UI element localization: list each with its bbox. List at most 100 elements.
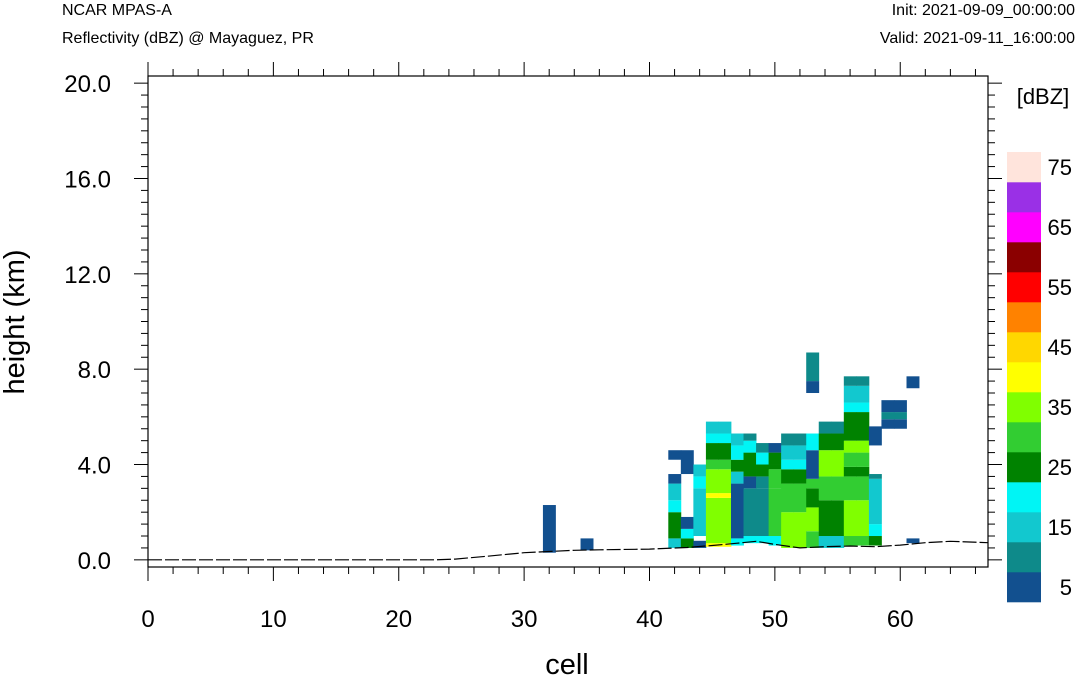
reflectivity-cell — [756, 536, 769, 544]
colorbar-swatch — [1007, 542, 1041, 573]
reflectivity-cell — [730, 459, 744, 472]
colorbar-swatch — [1007, 212, 1041, 243]
reflectivity-cell — [843, 376, 857, 386]
reflectivity-cell — [868, 536, 882, 546]
reflectivity-cell — [730, 471, 744, 484]
reflectivity-cell — [818, 500, 832, 537]
reflectivity-cell — [843, 440, 857, 453]
reflectivity-cell — [868, 474, 882, 479]
reflectivity-cell — [843, 500, 857, 537]
reflectivity-cell — [680, 516, 694, 529]
reflectivity-cell — [668, 512, 682, 539]
reflectivity-cell — [730, 483, 744, 539]
reflectivity-cell — [793, 483, 807, 513]
model-title: NCAR MPAS-A — [62, 2, 172, 19]
colorbar-label: 55 — [1048, 275, 1072, 300]
reflectivity-cell — [668, 483, 682, 501]
colorbar-swatch — [1007, 422, 1041, 453]
reflectivity-cell — [843, 412, 857, 441]
reflectivity-cell — [856, 500, 870, 537]
reflectivity-cell — [781, 469, 795, 484]
colorbar-label: 15 — [1048, 515, 1072, 540]
reflectivity-cell — [793, 459, 807, 470]
x-tick-label: 50 — [762, 606, 789, 633]
x-tick-label: 30 — [511, 606, 538, 633]
reflectivity-cell — [743, 452, 757, 477]
reflectivity-cell — [806, 352, 820, 382]
reflectivity-cell — [856, 536, 870, 546]
reflectivity-cell — [806, 507, 820, 532]
reflectivity-cell — [743, 476, 757, 489]
reflectivity-cell — [730, 445, 744, 460]
x-tick-label: 0 — [141, 606, 154, 633]
reflectivity-cell — [806, 381, 820, 394]
reflectivity-cell — [856, 452, 870, 467]
reflectivity-cell — [756, 452, 769, 465]
colorbar-label: 75 — [1048, 155, 1072, 180]
reflectivity-cell — [843, 452, 857, 467]
y-axis-label: height (km) — [0, 249, 31, 394]
reflectivity-cell — [718, 543, 732, 547]
reflectivity-cell — [818, 536, 832, 548]
y-tick-label: 16.0 — [64, 166, 111, 193]
reflectivity-cell — [781, 433, 795, 446]
reflectivity-cell — [680, 538, 694, 548]
reflectivity-cell — [843, 402, 857, 413]
product-title: Reflectivity (dBZ) @ Mayaguez, PR — [62, 30, 314, 47]
reflectivity-cell — [718, 433, 732, 444]
reflectivity-cell — [818, 450, 832, 477]
reflectivity-cell — [781, 483, 795, 513]
reflectivity-cell — [868, 478, 882, 525]
reflectivity-cell — [668, 500, 682, 513]
reflectivity-cell — [756, 488, 769, 537]
reflectivity-cell — [818, 476, 832, 501]
reflectivity-cell — [718, 469, 732, 494]
y-tick-label: 8.0 — [78, 357, 111, 384]
reflectivity-cell — [680, 450, 694, 475]
init-time: Init: 2021-09-09_00:00:00 — [891, 2, 1075, 19]
reflectivity-cell — [705, 493, 719, 498]
reflectivity-cell — [580, 538, 594, 551]
colorbar-swatch — [1007, 362, 1041, 393]
y-tick-label: 12.0 — [64, 262, 111, 289]
x-tick-labels: 0 10 20 30 40 50 60 — [141, 606, 913, 633]
axis-ticks — [134, 62, 1002, 581]
reflectivity-cell — [768, 452, 782, 465]
reflectivity-cell — [856, 466, 870, 477]
reflectivity-cell — [793, 512, 807, 548]
reflectivity-cell — [693, 540, 707, 548]
reflectivity-cell — [818, 433, 832, 451]
reflectivity-cell — [781, 459, 795, 470]
reflectivity-cell — [893, 419, 907, 429]
reflectivity-cell — [868, 524, 882, 537]
reflectivity-cell — [856, 412, 870, 441]
colorbar-label: 45 — [1048, 335, 1072, 360]
x-tick-label: 10 — [260, 606, 287, 633]
reflectivity-cell — [668, 450, 682, 460]
y-tick-labels: 0.0 4.0 8.0 12.0 16.0 20.0 — [64, 71, 111, 575]
reflectivity-cell — [868, 426, 882, 446]
reflectivity-cell — [705, 459, 719, 470]
reflectivity-cell — [743, 440, 757, 453]
reflectivity-cell — [793, 445, 807, 460]
colorbar-swatch — [1007, 482, 1041, 513]
reflectivity-cell — [668, 474, 682, 484]
reflectivity-cell — [781, 445, 795, 460]
reflectivity-cell — [806, 450, 820, 479]
colorbar-swatch — [1007, 242, 1041, 273]
valid-time: Valid: 2021-09-11_16:00:00 — [879, 30, 1075, 47]
reflectivity-cell — [768, 443, 782, 453]
reflectivity-cell — [743, 433, 757, 441]
x-axis-label: cell — [545, 649, 589, 677]
colorbar-label: 65 — [1048, 215, 1072, 240]
x-tick-label: 40 — [636, 606, 663, 633]
reflectivity-cell — [705, 421, 719, 434]
reflectivity-cell — [806, 488, 820, 508]
colorbar-swatch — [1007, 332, 1041, 363]
reflectivity-cell — [843, 385, 857, 403]
reflectivity-cell — [718, 459, 732, 470]
colorbar-label: 5 — [1060, 575, 1072, 600]
reflectivity-cell — [668, 538, 682, 548]
reflectivity-cell — [806, 478, 820, 489]
